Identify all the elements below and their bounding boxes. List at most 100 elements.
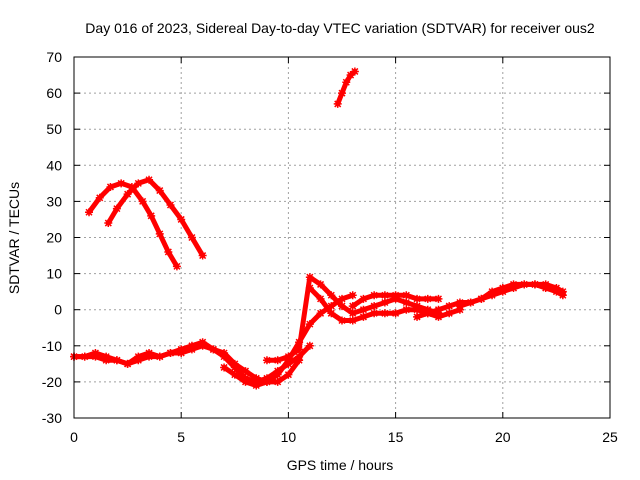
grid — [74, 57, 610, 418]
chart-title: Day 016 of 2023, Sidereal Day-to-day VTE… — [85, 20, 595, 36]
data-point — [273, 377, 282, 386]
data-point — [338, 302, 346, 311]
data-point — [305, 341, 314, 350]
data-point — [530, 280, 539, 289]
series-arc-11 — [455, 280, 567, 311]
data-point — [434, 305, 443, 314]
data-point — [445, 302, 454, 311]
data-point — [558, 291, 567, 300]
y-tick-label: 0 — [54, 302, 62, 318]
data-point — [402, 305, 411, 314]
series-line — [71, 339, 302, 385]
data-point — [316, 294, 325, 303]
data-point — [327, 291, 336, 300]
data-point — [273, 356, 282, 365]
data-point — [187, 233, 196, 242]
data-point — [230, 359, 239, 368]
x-tick-label: 20 — [495, 429, 511, 445]
series-arc-3 — [333, 67, 359, 108]
data-point — [134, 179, 143, 188]
data-point — [102, 352, 111, 361]
data-point — [348, 316, 357, 325]
data-point — [402, 291, 411, 300]
data-point — [498, 287, 507, 296]
data-point — [423, 309, 432, 318]
data-point — [164, 247, 173, 256]
data-point — [305, 273, 314, 282]
y-tick-label: 20 — [46, 230, 62, 246]
data-point — [112, 356, 121, 365]
data-point — [273, 370, 282, 379]
data-point — [520, 280, 529, 289]
data-point — [284, 352, 293, 361]
data-point — [380, 309, 389, 318]
data-point — [413, 294, 422, 303]
data-point — [198, 338, 207, 347]
data-point — [380, 291, 389, 300]
data-point — [413, 305, 422, 314]
data-point — [230, 370, 239, 379]
data-point — [104, 219, 113, 228]
data-point — [241, 377, 250, 386]
series-line — [86, 180, 180, 269]
data-point — [359, 294, 368, 303]
data-point — [187, 341, 196, 350]
data-point — [262, 377, 271, 386]
data-point — [333, 99, 342, 108]
x-tick-label: 25 — [602, 429, 618, 445]
y-tick-label: -30 — [42, 410, 62, 426]
data-point — [145, 175, 154, 184]
data-point — [172, 262, 181, 271]
x-tick-label: 15 — [388, 429, 404, 445]
data-point — [350, 67, 359, 76]
data-point — [359, 305, 368, 314]
data-point — [85, 208, 94, 217]
data-point — [295, 356, 304, 365]
series-arc-9 — [348, 291, 443, 311]
data-point — [488, 291, 497, 300]
data-point — [106, 182, 115, 191]
data-point — [338, 89, 346, 98]
data-point — [262, 356, 271, 365]
data-point — [166, 201, 175, 210]
data-point — [348, 309, 357, 318]
x-axis-label: GPS time / hours — [287, 457, 394, 473]
data-point — [295, 345, 304, 354]
x-tick-label: 0 — [70, 429, 78, 445]
y-tick-label: 40 — [46, 157, 62, 173]
data-point — [138, 197, 147, 206]
data-point — [284, 370, 293, 379]
data-point — [316, 309, 325, 318]
data-point — [155, 229, 164, 238]
data-point — [112, 204, 121, 213]
data-point — [252, 381, 261, 390]
data-series — [70, 67, 567, 390]
data-point — [220, 349, 229, 358]
data-point — [241, 367, 250, 376]
data-point — [413, 312, 422, 321]
data-point — [477, 294, 486, 303]
data-point — [348, 291, 357, 300]
data-point — [147, 211, 156, 220]
data-point — [342, 78, 351, 87]
y-tick-label: 60 — [46, 85, 62, 101]
data-point — [509, 284, 518, 293]
data-point — [370, 291, 379, 300]
data-point — [316, 280, 325, 289]
series-line — [105, 177, 206, 258]
data-point — [380, 298, 389, 307]
data-point — [348, 302, 357, 311]
data-point — [391, 291, 400, 300]
data-point — [434, 294, 443, 303]
data-point — [95, 193, 104, 202]
data-point — [391, 309, 400, 318]
y-tick-label: -10 — [42, 338, 62, 354]
data-point — [123, 190, 132, 199]
series-arc-1 — [85, 179, 181, 271]
data-point — [155, 352, 164, 361]
series-arc-2 — [104, 175, 207, 260]
data-point — [80, 352, 89, 361]
data-point — [327, 302, 336, 311]
data-point — [305, 320, 314, 329]
